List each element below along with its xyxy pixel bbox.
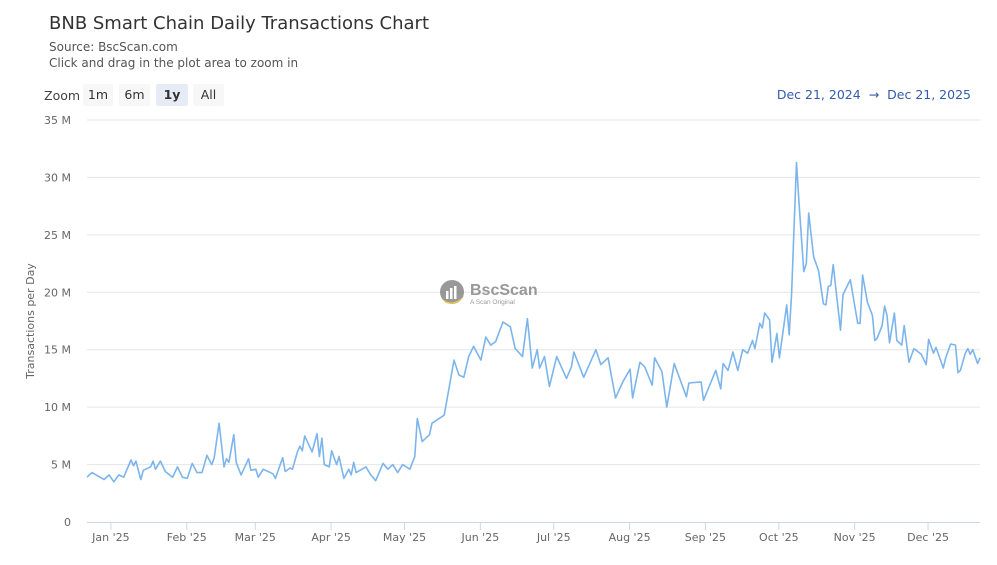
y-tick-label: 25 M bbox=[44, 229, 71, 242]
arrow-right-icon: → bbox=[868, 87, 880, 102]
x-tick-label: Aug '25 bbox=[609, 531, 651, 544]
x-tick-label: May '25 bbox=[383, 531, 426, 544]
x-tick-label: Oct '25 bbox=[759, 531, 799, 544]
bscscan-watermark: BscScan A Scan Original bbox=[440, 280, 538, 306]
x-tick-label: Dec '25 bbox=[907, 531, 949, 544]
zoom-all-button[interactable]: All bbox=[193, 84, 224, 106]
y-axis-title: Transactions per Day bbox=[24, 263, 37, 380]
x-tick-label: Sep '25 bbox=[685, 531, 726, 544]
y-tick-label: 10 M bbox=[44, 401, 71, 414]
y-tick-label: 35 M bbox=[44, 114, 71, 127]
x-tick-label: Feb '25 bbox=[167, 531, 207, 544]
watermark-brand: BscScan bbox=[470, 282, 538, 299]
x-tick-label: Jun '25 bbox=[460, 531, 499, 544]
y-tick-label: 5 M bbox=[51, 459, 71, 472]
zoom-label: Zoom bbox=[44, 88, 81, 103]
x-tick-label: Nov '25 bbox=[834, 531, 876, 544]
zoom-6m-button[interactable]: 6m bbox=[119, 84, 150, 106]
x-tick-label: Apr '25 bbox=[311, 531, 351, 544]
y-tick-label: 0 bbox=[64, 516, 71, 529]
range-from[interactable]: Dec 21, 2024 bbox=[776, 87, 861, 102]
x-tick-label: Jan '25 bbox=[91, 531, 129, 544]
x-tick-label: Jul '25 bbox=[536, 531, 571, 544]
zoom-1m-button[interactable]: 1m bbox=[83, 84, 113, 106]
watermark-tagline: A Scan Original bbox=[470, 299, 515, 306]
y-tick-label: 30 M bbox=[44, 171, 71, 184]
chart-source: Source: BscScan.com bbox=[49, 40, 178, 54]
y-tick-label: 15 M bbox=[44, 344, 71, 357]
series-line[interactable] bbox=[86, 161, 981, 483]
date-range: Dec 21, 2024 → Dec 21, 2025 bbox=[773, 87, 975, 102]
chart-title: BNB Smart Chain Daily Transactions Chart bbox=[49, 13, 429, 34]
y-tick-label: 20 M bbox=[44, 286, 71, 299]
chart-hint: Click and drag in the plot area to zoom … bbox=[49, 56, 299, 70]
bscscan-logo-swoosh bbox=[441, 296, 464, 304]
zoom-1y-button[interactable]: 1y bbox=[156, 84, 188, 106]
range-to[interactable]: Dec 21, 2025 bbox=[887, 87, 971, 102]
x-tick-label: Mar '25 bbox=[235, 531, 276, 544]
